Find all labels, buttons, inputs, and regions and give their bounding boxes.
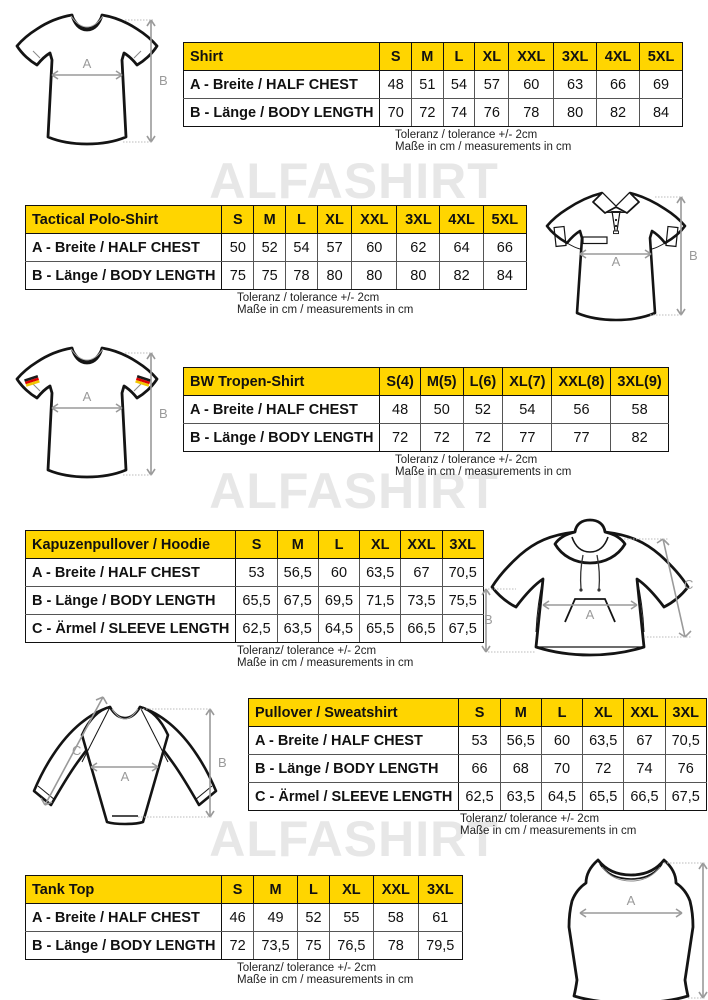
svg-text:B: B — [159, 406, 168, 421]
svg-text:C: C — [72, 743, 81, 758]
svg-text:A: A — [83, 56, 92, 71]
svg-text:C: C — [684, 577, 693, 592]
svg-text:A: A — [121, 769, 130, 784]
svg-text:A: A — [83, 389, 92, 404]
svg-text:B: B — [218, 755, 227, 770]
svg-text:A: A — [586, 607, 595, 622]
svg-text:A: A — [612, 254, 621, 269]
svg-text:A: A — [627, 893, 636, 908]
svg-text:B: B — [689, 248, 698, 263]
svg-text:B: B — [484, 612, 493, 627]
svg-text:B: B — [159, 73, 168, 88]
